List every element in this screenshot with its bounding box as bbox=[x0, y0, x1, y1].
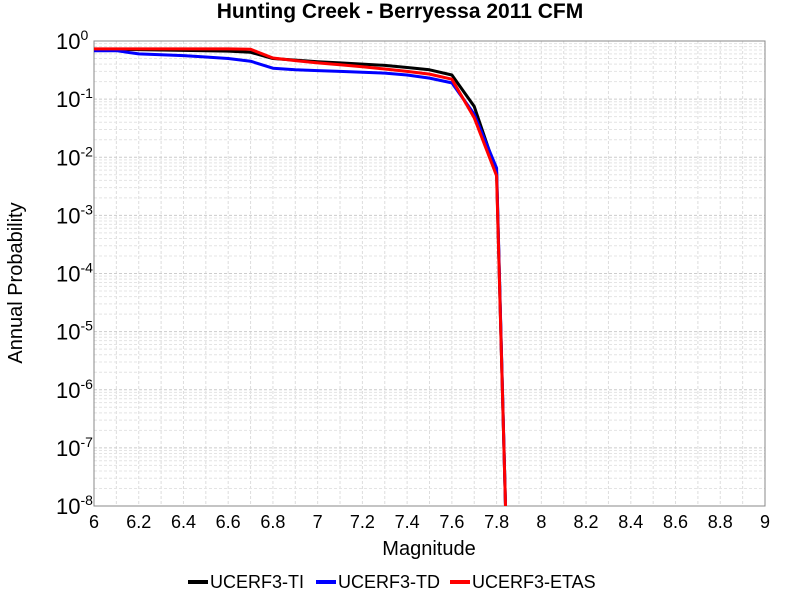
y-tick-label: 10-2 bbox=[56, 143, 93, 170]
x-tick-label: 8 bbox=[536, 512, 546, 532]
chart-title: Hunting Creek - Berryessa 2011 CFM bbox=[217, 0, 583, 23]
y-tick-label: 10-5 bbox=[56, 318, 93, 345]
y-tick-label: 10-8 bbox=[56, 492, 93, 519]
x-axis-label: Magnitude bbox=[382, 538, 475, 560]
y-tick-label: 100 bbox=[56, 27, 88, 54]
x-tick-label: 7.4 bbox=[395, 512, 420, 532]
legend: UCERF3-TI UCERF3-TD UCERF3-ETAS bbox=[188, 572, 596, 592]
y-axis-label: Annual Probability bbox=[5, 202, 27, 363]
y-tick-labels: 100 10-1 10-2 10-3 10-4 10-5 10-6 10-7 10-8 bbox=[56, 27, 93, 519]
x-tick-label: 8.4 bbox=[618, 512, 643, 532]
x-tick-label: 8.6 bbox=[663, 512, 688, 532]
series-line-ucerf3-ti bbox=[94, 47, 507, 507]
x-tick-label: 8.2 bbox=[574, 512, 599, 532]
legend-label: UCERF3-ETAS bbox=[472, 572, 596, 592]
legend-label: UCERF3-TD bbox=[338, 572, 440, 592]
y-tick-label: 10-6 bbox=[56, 376, 93, 403]
y-tick-label: 10-1 bbox=[56, 85, 93, 112]
series-group bbox=[94, 47, 507, 507]
y-tick-label: 10-4 bbox=[56, 260, 93, 287]
x-tick-label: 6.8 bbox=[260, 512, 285, 532]
x-tick-label: 6 bbox=[89, 512, 99, 532]
x-tick-label: 6.6 bbox=[216, 512, 241, 532]
y-tick-label: 10-7 bbox=[56, 434, 93, 461]
x-tick-label: 7.8 bbox=[484, 512, 509, 532]
x-tick-label: 7.6 bbox=[439, 512, 464, 532]
x-tick-label: 6.4 bbox=[171, 512, 196, 532]
x-tick-label: 7 bbox=[313, 512, 323, 532]
legend-label: UCERF3-TI bbox=[210, 572, 304, 592]
x-tick-label: 8.8 bbox=[708, 512, 733, 532]
y-tick-label: 10-3 bbox=[56, 201, 93, 228]
chart-grid bbox=[93, 40, 766, 507]
x-tick-label: 9 bbox=[760, 512, 770, 532]
x-tick-labels: 6 6.2 6.4 6.6 6.8 7 7.2 7.4 7.6 7.8 8 8.2 8.4 8.6 8.8 9 bbox=[89, 512, 770, 532]
plot-area-border bbox=[93, 40, 766, 507]
x-tick-label: 6.2 bbox=[126, 512, 151, 532]
series-line-ucerf3-td bbox=[94, 49, 507, 507]
x-tick-label: 7.2 bbox=[350, 512, 375, 532]
series-line-ucerf3-etas bbox=[94, 47, 507, 507]
